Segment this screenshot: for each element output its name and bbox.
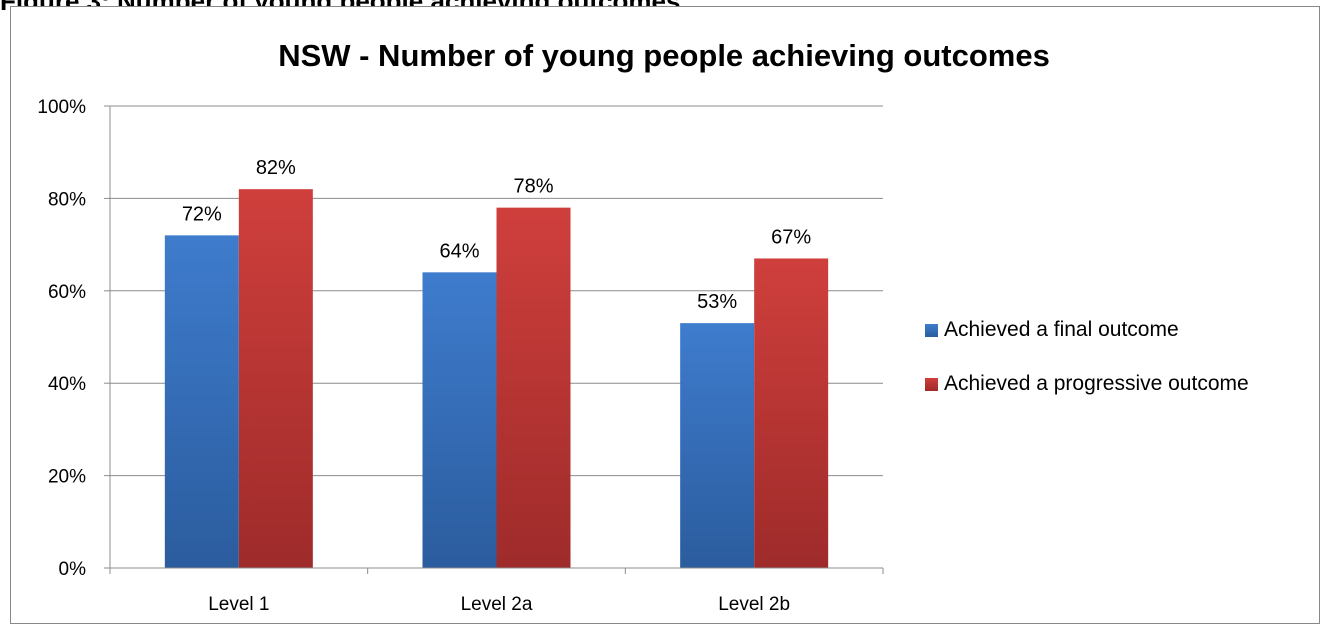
bar-final: [680, 323, 755, 568]
y-tick-label: 0%: [59, 559, 87, 580]
legend-label-progressive: Achieved a progressive outcome: [944, 372, 1249, 395]
x-tick-label: Level 1: [208, 594, 269, 615]
x-tick-label: Level 2a: [461, 594, 533, 615]
bar-progressive: [754, 258, 829, 568]
y-tick-label: 100%: [37, 97, 86, 118]
bar-progressive: [238, 189, 313, 568]
data-label-final: 64%: [439, 240, 479, 262]
data-label-final: 53%: [697, 291, 737, 313]
labels: 0% 20% 40% 60% 80% 100% Level 1 72% 82% Level 2a 6…: [37, 97, 811, 615]
legend-label-final: Achieved a final outcome: [944, 318, 1179, 341]
bars: [164, 189, 829, 569]
y-tick-label: 20%: [48, 467, 86, 488]
bar-progressive: [496, 207, 571, 568]
legend-item-final: Achieved a final outcome: [925, 317, 1249, 343]
bar-final: [164, 235, 239, 569]
legend-swatch-progressive: [925, 377, 938, 391]
axes: [104, 105, 884, 574]
chart-title: NSW - Number of young people achieving o…: [278, 38, 1050, 73]
data-label-progressive: 67%: [771, 226, 811, 248]
legend-item-progressive: Achieved a progressive outcome: [925, 371, 1249, 397]
data-label-final: 72%: [182, 203, 222, 225]
x-tick-label: Level 2b: [718, 594, 790, 615]
y-tick-label: 40%: [48, 374, 86, 395]
y-tick-label: 80%: [48, 189, 86, 210]
y-tick-label: 60%: [48, 282, 86, 303]
bar-final: [422, 272, 497, 568]
legend-swatch-final: [925, 323, 938, 337]
data-label-progressive: 82%: [256, 157, 296, 179]
data-label-progressive: 78%: [513, 176, 553, 198]
legend: Achieved a final outcome Achieved a prog…: [925, 317, 1249, 425]
